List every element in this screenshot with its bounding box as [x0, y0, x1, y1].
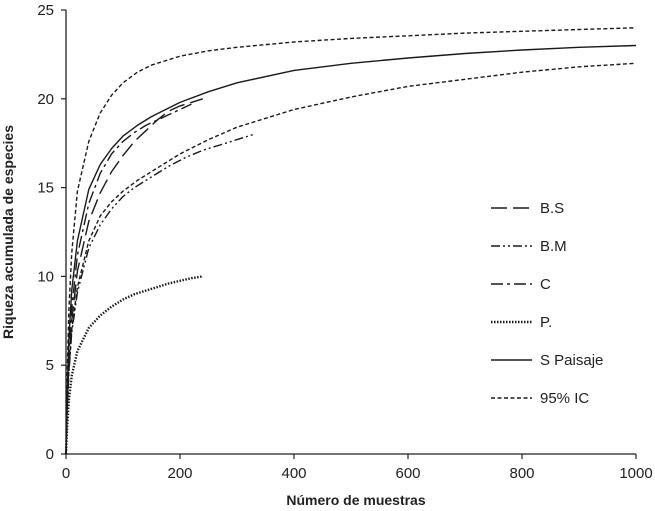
legend-label: B.M	[540, 238, 567, 255]
x-tick-label: 0	[62, 465, 70, 482]
chart-legend: B.S B.M C P. S Paisaje 95% IC	[491, 200, 603, 407]
y-tick-label: 20	[37, 91, 54, 108]
series-line-c-2	[65, 103, 192, 455]
y-tick-label: 25	[37, 2, 54, 19]
series-line-s-paisaje-4	[65, 44, 637, 455]
plot-area: 0 200 400 600 800 1000 0 5 10 15 20 25	[37, 2, 652, 482]
x-tick-label: 600	[395, 465, 420, 482]
series-line-95-ic-5	[65, 27, 637, 455]
y-axis-title: Riqueza acumulada de especies	[0, 125, 16, 339]
y-tick-label: 10	[37, 268, 54, 285]
legend-label: S Paisaje	[540, 352, 603, 369]
x-tick-label: 1000	[619, 465, 652, 482]
axis-ticks: 0 200 400 600 800 1000 0 5 10 15 20 25	[37, 2, 652, 482]
y-tick-label: 0	[46, 446, 54, 463]
x-axis-title: Número de muestras	[286, 492, 425, 508]
series-line-p-3	[64, 275, 203, 455]
y-tick-label: 5	[46, 357, 54, 374]
y-tick-label: 15	[37, 180, 54, 197]
series-line-b-m-1	[65, 133, 255, 455]
x-tick-label: 400	[281, 465, 306, 482]
x-tick-label: 200	[167, 465, 192, 482]
legend-label: P.	[540, 314, 552, 331]
series-line-95-ic-6	[65, 62, 637, 455]
legend-label: 95% IC	[540, 390, 589, 407]
x-tick-label: 800	[509, 465, 534, 482]
legend-label: C	[540, 276, 551, 293]
legend-label: B.S	[540, 200, 564, 217]
series-lines	[64, 27, 637, 455]
